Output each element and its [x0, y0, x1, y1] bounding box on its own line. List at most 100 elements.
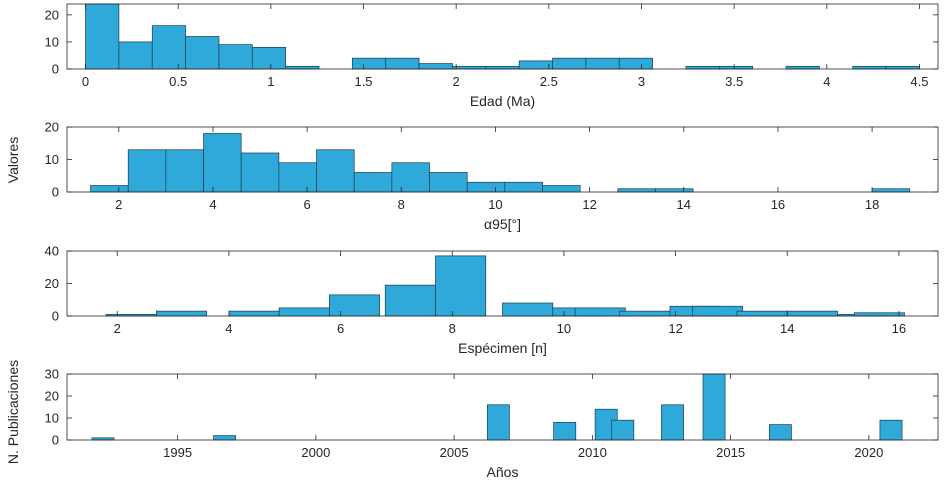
x-tick-label: 14 [677, 197, 691, 212]
x-tick-label: 8 [449, 321, 456, 336]
histogram-bar [218, 44, 253, 70]
x-tick-label: 1.5 [354, 74, 372, 89]
histogram-bar [574, 307, 626, 317]
x-tick-label: 16 [771, 197, 785, 212]
y-tick-label: 30 [45, 367, 59, 382]
histogram-bar [661, 404, 684, 441]
histogram-bar [691, 305, 743, 317]
histogram-bar [485, 65, 520, 70]
x-tick-label: 0.5 [169, 74, 187, 89]
panel-4: 1995 2000 2005 2010 2015 2020 0 10 20 30 Años [45, 367, 939, 480]
histogram-bar [278, 307, 330, 317]
histogram-bar [151, 25, 186, 70]
x-tick-label: 4 [209, 197, 216, 212]
histogram-bar [452, 65, 487, 70]
histogram-bar [228, 310, 280, 317]
histogram-bar [786, 310, 838, 317]
x-tick-label: 2020 [854, 445, 883, 460]
histogram-bar [502, 302, 554, 317]
histogram-bar [165, 149, 204, 193]
y-tick-label: 20 [45, 276, 59, 291]
shared-ylabel-lower: N. Publicaciones [5, 360, 21, 464]
x-axis-label: Edad (Ma) [470, 93, 535, 109]
histogram-bar [518, 60, 553, 70]
histogram-bar [879, 419, 903, 441]
axes-frame [66, 3, 939, 70]
histogram-bar [391, 162, 430, 193]
x-tick-label: 2.5 [540, 74, 558, 89]
histogram-bar [185, 36, 220, 70]
histogram-bar [213, 435, 237, 441]
x-tick-label: 4.5 [910, 74, 928, 89]
histogram-bar [853, 312, 905, 317]
x-tick-label: 8 [398, 197, 405, 212]
histogram-bar [611, 419, 635, 441]
histogram-bar [504, 181, 543, 193]
x-tick-label: 6 [337, 321, 344, 336]
x-tick-label: 10 [488, 197, 502, 212]
y-tick-label: 0 [52, 185, 59, 200]
histogram-bar [127, 149, 167, 193]
panel-1: 0 0.5 1 1.5 2 2.5 3 3.5 4 4.5 0 10 20 Edad (Ma) [45, 3, 939, 109]
histogram-bar [718, 65, 754, 70]
x-tick-label: 2 [453, 74, 460, 89]
histogram-bar [285, 65, 320, 70]
histogram-bar [871, 188, 911, 193]
histogram-bar [385, 57, 420, 70]
histogram-bar [585, 57, 620, 70]
histogram-bar [384, 284, 436, 317]
histogram-bar [353, 172, 393, 193]
x-tick-label: 2010 [578, 445, 607, 460]
x-tick-label: 2005 [440, 445, 469, 460]
x-tick-label: 4 [225, 321, 232, 336]
panel-3: 2 4 6 8 10 12 14 16 0 20 40 Espécimen [n] [45, 244, 939, 356]
histogram-bar [852, 65, 887, 70]
x-tick-label: 2 [115, 197, 122, 212]
x-tick-label: 2015 [716, 445, 745, 460]
x-tick-label: 2 [114, 321, 121, 336]
x-tick-label: 16 [892, 321, 906, 336]
histogram-bar [685, 65, 720, 70]
histogram-bar [435, 255, 487, 317]
x-tick-label: 4 [823, 74, 830, 89]
x-tick-label: 1 [267, 74, 274, 89]
histogram-bar [619, 310, 671, 317]
x-axis-label: Espécimen [n] [458, 340, 547, 356]
y-tick-label: 20 [45, 120, 59, 135]
histogram-bar [155, 310, 207, 317]
histogram-bar [553, 422, 577, 441]
y-tick-label: 0 [52, 433, 59, 448]
histogram-bar [617, 188, 656, 193]
x-tick-label: 12 [668, 321, 682, 336]
histogram-bar [655, 188, 694, 193]
histogram-bar [702, 373, 726, 441]
histogram-bar [418, 63, 453, 70]
axes-frame [66, 373, 939, 441]
panel-2: 2 4 6 8 10 12 14 16 18 0 10 20 α95[°] [45, 120, 939, 232]
y-tick-label: 40 [45, 244, 59, 259]
histogram-bar [885, 65, 920, 70]
histogram-bar [352, 57, 387, 70]
histogram-bar [329, 294, 381, 317]
y-tick-label: 0 [52, 309, 59, 324]
histogram-bar [278, 162, 317, 193]
histogram-bar [85, 3, 120, 70]
histogram-bar [466, 181, 506, 193]
y-tick-label: 0 [52, 62, 59, 77]
x-tick-label: 10 [557, 321, 571, 336]
histogram-bar [736, 310, 788, 317]
x-axis-label: α95[°] [484, 216, 521, 232]
histogram-bar [118, 41, 153, 70]
x-tick-label: 3 [638, 74, 645, 89]
y-tick-label: 10 [45, 411, 59, 426]
x-tick-label: 12 [582, 197, 596, 212]
x-tick-label: 1995 [163, 445, 192, 460]
histogram-bar [785, 65, 820, 70]
histogram-bar [768, 424, 792, 441]
y-tick-label: 20 [45, 389, 59, 404]
histogram-bar [240, 152, 280, 193]
y-tick-label: 10 [45, 152, 59, 167]
x-tick-label: 14 [780, 321, 794, 336]
y-tick-label: 20 [45, 7, 59, 22]
